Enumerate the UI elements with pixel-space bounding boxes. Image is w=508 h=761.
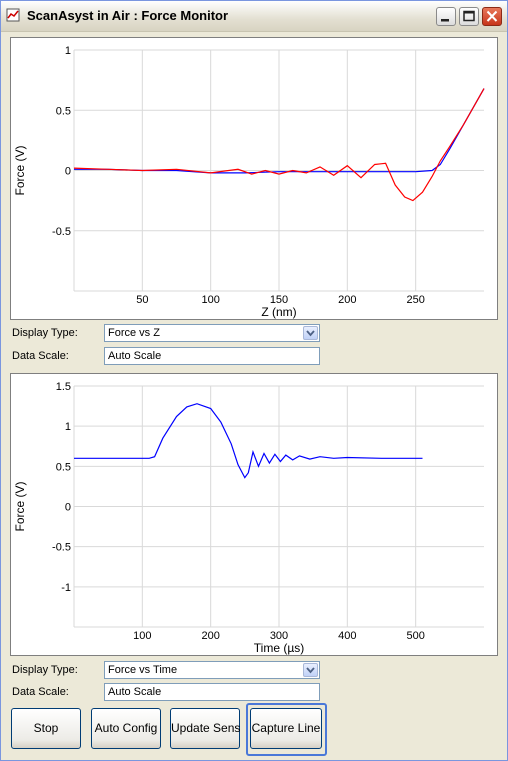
- data-scale-field[interactable]: Auto Scale: [104, 347, 320, 365]
- data-scale-label: Data Scale:: [12, 350, 69, 362]
- display-type-select[interactable]: Force vs Z: [104, 324, 320, 342]
- window-title: ScanAsyst in Air : Force Monitor: [27, 8, 229, 23]
- y-tick-label: 1: [65, 45, 71, 57]
- x-tick-label: 500: [406, 630, 424, 642]
- update-sens-button[interactable]: Update Sens: [170, 708, 240, 749]
- data-scale-field[interactable]: Auto Scale: [104, 683, 320, 701]
- series-line-1: [74, 403, 423, 479]
- title-bar[interactable]: ScanAsyst in Air : Force Monitor: [1, 1, 507, 32]
- series-line-2: [73, 88, 485, 202]
- force-vs-z-chart: 50 100 150 200 250 1 0.5 0 -0.5 Z (nm) Force (V): [13, 45, 485, 319]
- x-tick-label: 250: [406, 294, 424, 306]
- display-type-select[interactable]: Force vs Time: [104, 661, 320, 679]
- x-tick-label: 150: [270, 294, 288, 306]
- stop-button[interactable]: Stop: [11, 708, 81, 749]
- minimize-icon[interactable]: [436, 7, 456, 26]
- y-tick-label: 0.5: [56, 105, 71, 117]
- y-tick-label: 0: [65, 166, 71, 178]
- y-tick-label: -1: [61, 582, 71, 594]
- force-vs-time-plot: 100 200 300 400 500 1.5 1 0.5 0 -0.5 -1 Time (µs) Fo…: [10, 373, 498, 656]
- auto-config-button[interactable]: Auto Config: [91, 708, 161, 749]
- x-tick-label: 100: [133, 630, 151, 642]
- display-type-label: Display Type:: [12, 664, 78, 676]
- app-icon: [6, 8, 20, 22]
- force-vs-time-chart: 100 200 300 400 500 1.5 1 0.5 0 -0.5 -1 Time (µs) Fo…: [13, 381, 484, 655]
- display-type-label: Display Type:: [12, 327, 78, 339]
- force-vs-z-plot: 50 100 150 200 250 1 0.5 0 -0.5 Z (nm) Force (V): [10, 37, 498, 320]
- x-axis-label: Time (µs): [254, 641, 304, 655]
- y-tick-label: 1.5: [56, 381, 71, 393]
- x-tick-label: 200: [338, 294, 356, 306]
- y-tick-label: -0.5: [52, 226, 71, 238]
- maximize-icon[interactable]: [459, 7, 479, 26]
- chevron-down-icon[interactable]: [303, 326, 318, 340]
- capture-line-focus-ring: [246, 703, 327, 756]
- y-tick-label: 1: [65, 421, 71, 433]
- data-scale-value: Auto Scale: [108, 686, 162, 698]
- y-axis-label: Force (V): [13, 481, 27, 531]
- close-icon[interactable]: [482, 7, 502, 26]
- x-tick-label: 400: [338, 630, 356, 642]
- chevron-down-icon[interactable]: [303, 663, 318, 677]
- display-type-value: Force vs Z: [108, 327, 160, 339]
- y-tick-label: 0: [65, 502, 71, 514]
- y-tick-label: 0.5: [56, 461, 71, 473]
- x-tick-label: 300: [270, 630, 288, 642]
- x-axis-label: Z (nm): [261, 305, 296, 319]
- x-tick-label: 50: [136, 294, 148, 306]
- capture-line-button[interactable]: Capture Line: [250, 708, 322, 749]
- display-type-value: Force vs Time: [108, 664, 178, 676]
- data-scale-label: Data Scale:: [12, 686, 69, 698]
- x-tick-label: 100: [201, 294, 219, 306]
- y-axis-label: Force (V): [13, 145, 27, 195]
- y-tick-label: -0.5: [52, 542, 71, 554]
- data-scale-value: Auto Scale: [108, 350, 162, 362]
- x-tick-label: 200: [201, 630, 219, 642]
